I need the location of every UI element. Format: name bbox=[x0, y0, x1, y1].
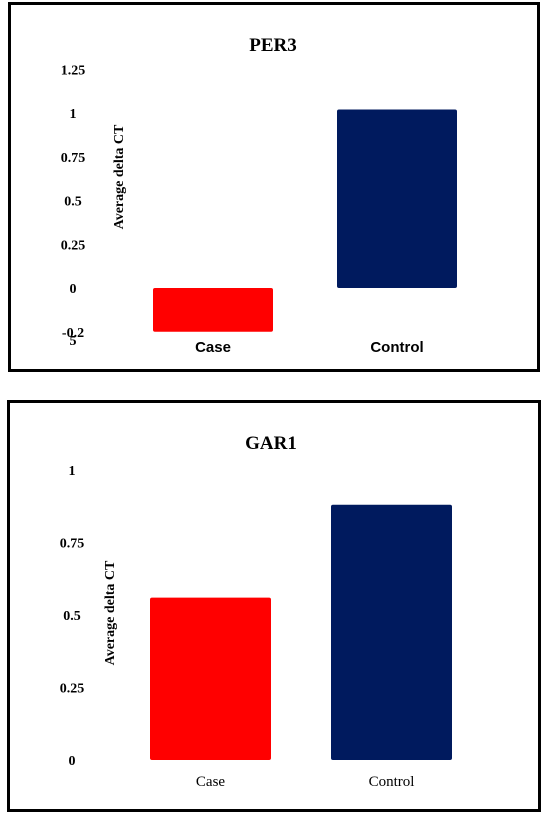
chart-title: GAR1 bbox=[245, 433, 297, 454]
y-tick-label: 0.5 bbox=[63, 609, 81, 624]
x-category-label: Control bbox=[370, 339, 423, 356]
y-tick-label: 0 bbox=[70, 282, 77, 297]
y-tick-label: 1.25 bbox=[61, 63, 86, 78]
y-tick-label: 0.25 bbox=[61, 238, 86, 253]
y-tick-label: 1 bbox=[70, 107, 77, 122]
y-tick-label: 0.75 bbox=[60, 537, 85, 552]
x-category-label: Control bbox=[369, 774, 415, 790]
y-tick-overflow-label: 5 bbox=[70, 334, 77, 349]
y-tick-label: 0.75 bbox=[61, 151, 86, 166]
bar-case bbox=[153, 288, 273, 332]
y-tick-label: 0.5 bbox=[64, 195, 82, 210]
x-category-label: Case bbox=[196, 774, 226, 790]
y-tick-label: 0.25 bbox=[60, 682, 85, 697]
y-tick-label: 1 bbox=[69, 464, 76, 479]
chart-gar1: GAR1 Average delta CT 1 0.75 0.5 0.25 0 Case… bbox=[60, 433, 452, 790]
bar-control bbox=[331, 504, 452, 760]
y-tick-label: 0 bbox=[69, 754, 76, 769]
y-axis-label: Average delta CT bbox=[103, 560, 118, 665]
bar-control bbox=[337, 109, 457, 288]
chart-panel-gar1: GAR1 Average delta CT 1 0.75 0.5 0.25 0 Case… bbox=[7, 400, 541, 812]
chart-panel-per3: PER3 Average delta CT 1.25 1 0.75 0.5 0.25 0 -… bbox=[8, 2, 540, 372]
x-category-label: Case bbox=[195, 339, 231, 356]
y-tick-label: -0.2 bbox=[62, 326, 84, 341]
chart-per3: PER3 Average delta CT 1.25 1 0.75 0.5 0.25 0 -… bbox=[61, 35, 457, 356]
bar-case bbox=[150, 597, 271, 760]
y-axis-label: Average delta CT bbox=[112, 124, 127, 229]
chart-title: PER3 bbox=[249, 35, 297, 56]
